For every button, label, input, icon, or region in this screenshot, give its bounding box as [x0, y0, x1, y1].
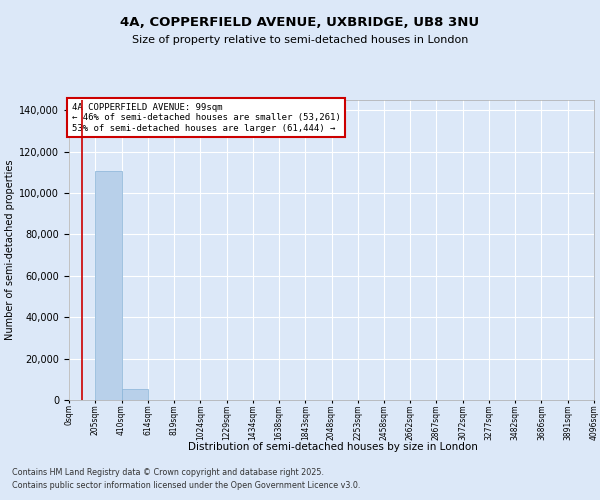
Text: Contains public sector information licensed under the Open Government Licence v3: Contains public sector information licen… [12, 480, 361, 490]
Text: 4A COPPERFIELD AVENUE: 99sqm
← 46% of semi-detached houses are smaller (53,261)
: 4A COPPERFIELD AVENUE: 99sqm ← 46% of se… [71, 103, 340, 133]
Y-axis label: Number of semi-detached properties: Number of semi-detached properties [5, 160, 15, 340]
Text: 4A, COPPERFIELD AVENUE, UXBRIDGE, UB8 3NU: 4A, COPPERFIELD AVENUE, UXBRIDGE, UB8 3N… [121, 16, 479, 29]
Text: Distribution of semi-detached houses by size in London: Distribution of semi-detached houses by … [188, 442, 478, 452]
Text: Size of property relative to semi-detached houses in London: Size of property relative to semi-detach… [132, 35, 468, 45]
Bar [95, 172, 122, 400]
Text: Contains HM Land Registry data © Crown copyright and database right 2025.: Contains HM Land Registry data © Crown c… [12, 468, 324, 477]
Bar [122, 389, 148, 400]
